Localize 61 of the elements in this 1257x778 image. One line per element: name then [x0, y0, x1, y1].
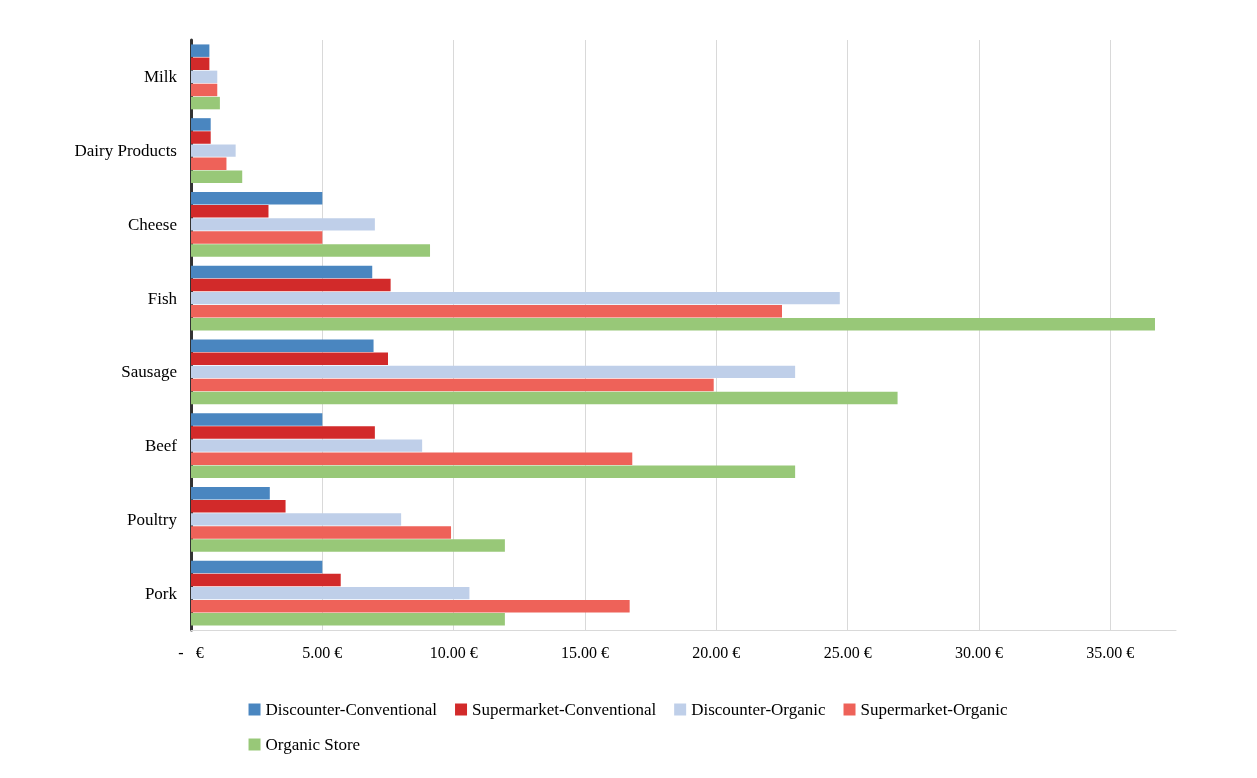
y-tick-label: Fish [147, 288, 178, 308]
x-tick-label: 5.00 € [302, 643, 343, 661]
bar [191, 218, 375, 231]
bar [191, 486, 270, 500]
bar [191, 231, 323, 244]
bar [191, 573, 341, 587]
bar [191, 613, 505, 626]
bar [191, 452, 633, 465]
bar [191, 500, 286, 513]
bar [191, 57, 210, 71]
bar [191, 599, 630, 613]
y-tick-label: Milk [143, 67, 178, 87]
bar [191, 291, 840, 305]
x-tick-label: - € [178, 643, 204, 661]
bar [191, 144, 236, 157]
x-tick-label: 10.00 € [429, 643, 478, 661]
bar [191, 304, 782, 318]
legend-label: Organic Store [265, 735, 361, 754]
bar [191, 539, 505, 552]
legend-label: Supermarket-Organic [860, 700, 1008, 719]
y-tick-label: Cheese [127, 214, 177, 234]
legend-label: Discounter-Conventional [265, 700, 438, 719]
bar [191, 70, 218, 84]
bar [191, 586, 470, 600]
bar [191, 426, 375, 439]
bar [191, 244, 431, 257]
bar [191, 413, 323, 426]
bar [191, 439, 423, 452]
x-tick-label: 20.00 € [692, 643, 741, 661]
x-tick-label: 35.00 € [1086, 643, 1135, 661]
bar [191, 265, 373, 279]
y-tick-label: Beef [144, 436, 178, 456]
bar [191, 157, 227, 170]
bar [191, 465, 796, 479]
bar [191, 513, 402, 526]
bar [191, 339, 374, 352]
bar [191, 365, 796, 379]
x-tick-label: 15.00 € [561, 643, 609, 661]
bar [191, 318, 1155, 331]
y-tick-label: Poultry [126, 509, 178, 529]
x-tick-label: 30.00 € [955, 643, 1003, 661]
bar [191, 560, 323, 574]
legend-label: Supermarket-Conventional [472, 700, 657, 719]
bar [191, 44, 210, 57]
bar [191, 378, 714, 392]
bar [191, 96, 220, 110]
bar [191, 278, 391, 292]
y-tick-label: Pork [144, 583, 178, 603]
bar [191, 118, 211, 131]
bar [191, 526, 452, 539]
legend-label: Discounter-Organic [691, 700, 826, 719]
bar [191, 352, 388, 366]
bar [191, 170, 243, 184]
y-tick-label: Sausage [121, 362, 177, 382]
bar [191, 191, 323, 205]
bar [191, 205, 269, 218]
y-tick-label: Dairy Products [74, 141, 177, 161]
bar [191, 391, 898, 405]
bar [191, 131, 211, 144]
bar [191, 83, 218, 97]
x-tick-label: 25.00 € [823, 643, 872, 661]
